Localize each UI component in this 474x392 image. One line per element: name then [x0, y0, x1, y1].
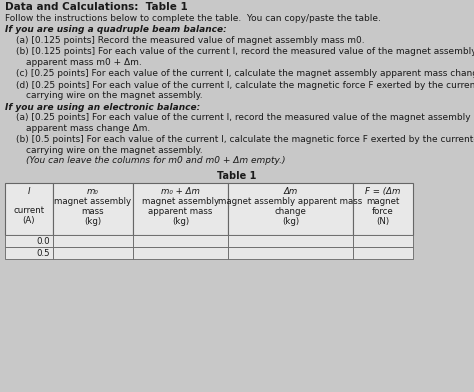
Text: (a) [0.125 points] Record the measured value of magnet assembly mass m0.: (a) [0.125 points] Record the measured v…	[16, 36, 365, 45]
Text: m₀ + Δm: m₀ + Δm	[161, 187, 200, 196]
Bar	[5, 235, 53, 247]
Bar	[353, 183, 413, 235]
Text: (You can leave the columns for m0 and m0 + Δm empty.): (You can leave the columns for m0 and m0…	[26, 156, 285, 165]
Bar	[228, 183, 353, 235]
Bar	[353, 247, 413, 259]
Bar	[133, 183, 228, 235]
Text: current: current	[13, 206, 45, 215]
Bar	[133, 247, 228, 259]
Text: I: I	[28, 187, 30, 196]
Bar	[5, 247, 53, 259]
Text: (b) [0.5 points] For each value of the current I, calculate the magnetic force F: (b) [0.5 points] For each value of the c…	[16, 135, 474, 144]
Text: (d) [0.25 points] For each value of the current I, calculate the magnetic force : (d) [0.25 points] For each value of the …	[16, 81, 474, 90]
Text: Follow the instructions below to complete the table.  You can copy/paste the tab: Follow the instructions below to complet…	[5, 14, 381, 23]
Text: Table 1: Table 1	[217, 171, 257, 181]
Text: (kg): (kg)	[84, 217, 101, 226]
Text: (c) [0.25 points] For each value of the current I, calculate the magnet assembly: (c) [0.25 points] For each value of the …	[16, 69, 474, 78]
Text: If you are using an electronic balance:: If you are using an electronic balance:	[5, 103, 200, 112]
Text: apparent mass m0 + Δm.: apparent mass m0 + Δm.	[26, 58, 142, 67]
Text: Data and Calculations:  Table 1: Data and Calculations: Table 1	[5, 2, 188, 12]
Bar	[228, 247, 353, 259]
Text: magnet: magnet	[366, 197, 400, 206]
Bar	[5, 183, 53, 235]
Text: (kg): (kg)	[172, 217, 189, 226]
Text: Δm: Δm	[283, 187, 298, 196]
Text: carrying wire on the magnet assembly.: carrying wire on the magnet assembly.	[26, 145, 202, 154]
Text: mass: mass	[82, 207, 104, 216]
Text: F = (Δm: F = (Δm	[365, 187, 401, 196]
Text: (a) [0.25 points] For each value of the current I, record the measured value of : (a) [0.25 points] For each value of the …	[16, 113, 471, 122]
Text: 0.5: 0.5	[36, 249, 50, 258]
Text: (A): (A)	[23, 216, 35, 225]
Bar	[353, 235, 413, 247]
Text: apparent mass change Δm.: apparent mass change Δm.	[26, 123, 150, 132]
Text: (b) [0.125 points] For each value of the current I, record the measured value of: (b) [0.125 points] For each value of the…	[16, 47, 474, 56]
Bar	[53, 235, 133, 247]
Bar	[53, 247, 133, 259]
Text: (kg): (kg)	[282, 217, 299, 226]
Bar	[133, 235, 228, 247]
Text: magnet assembly: magnet assembly	[55, 197, 132, 206]
Text: m₀: m₀	[87, 187, 99, 196]
Text: apparent mass: apparent mass	[148, 207, 213, 216]
Text: If you are using a quadruple beam balance:: If you are using a quadruple beam balanc…	[5, 25, 227, 34]
Text: (N): (N)	[376, 217, 390, 226]
Text: carrying wire on the magnet assembly.: carrying wire on the magnet assembly.	[26, 91, 202, 100]
Text: magnet assembly apparent mass: magnet assembly apparent mass	[219, 197, 363, 206]
Bar	[228, 235, 353, 247]
Text: magnet assembly: magnet assembly	[142, 197, 219, 206]
Bar	[53, 183, 133, 235]
Text: 0.0: 0.0	[36, 237, 50, 246]
Text: force: force	[372, 207, 394, 216]
Text: change: change	[274, 207, 306, 216]
